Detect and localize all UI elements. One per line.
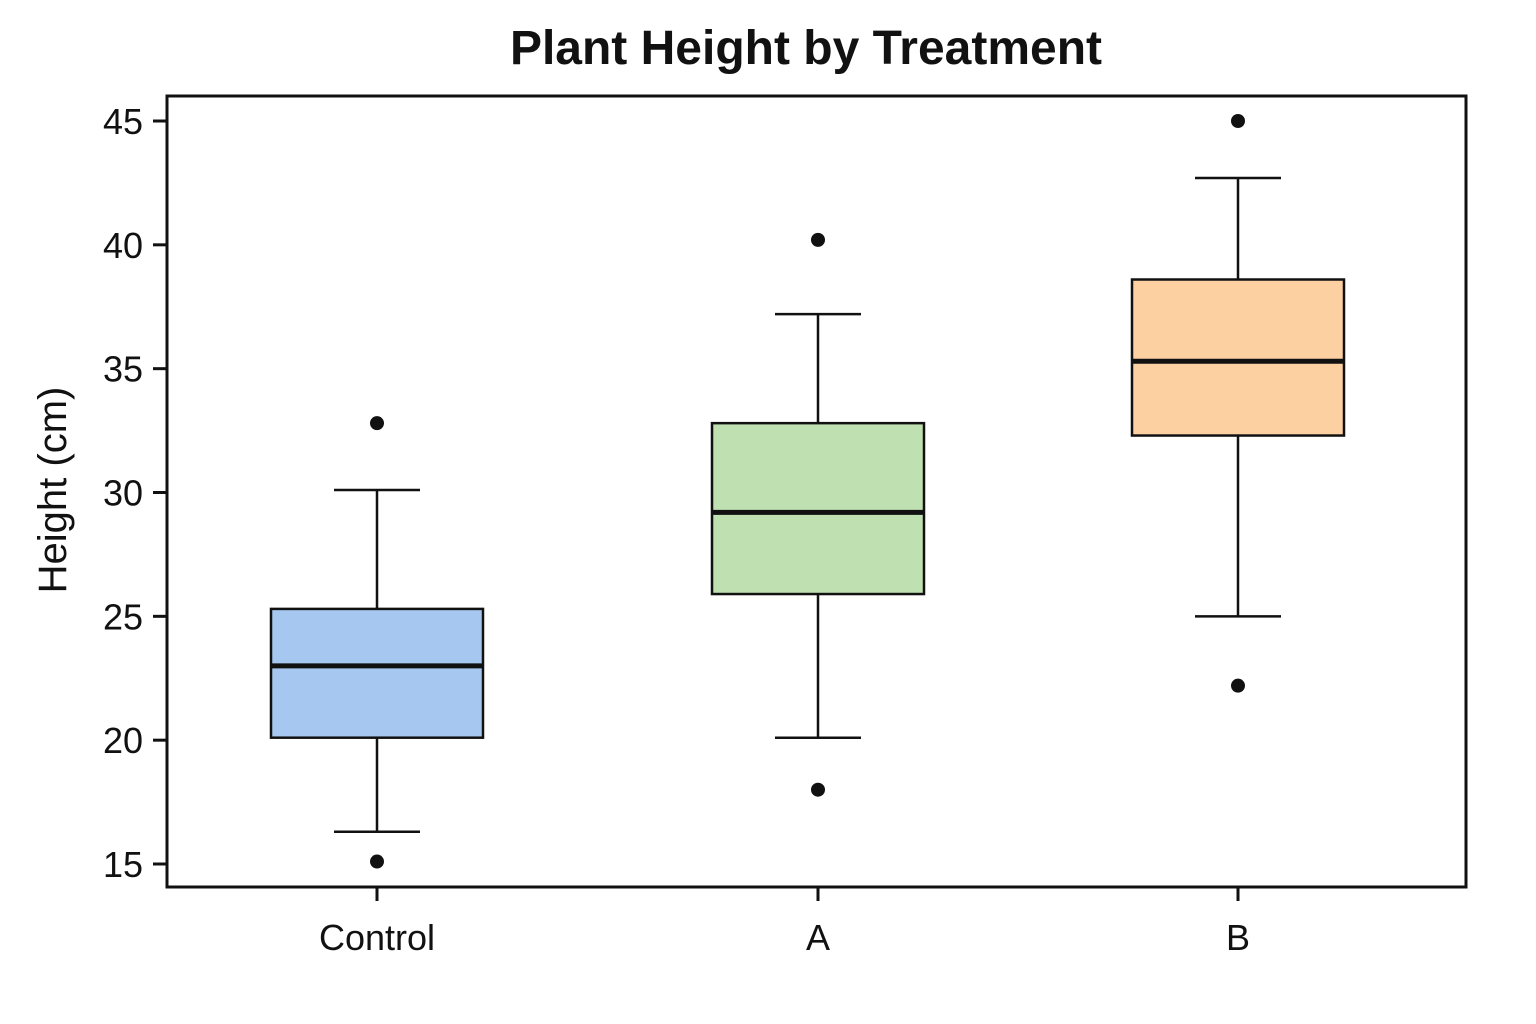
y-tick-label: 25 bbox=[103, 596, 143, 637]
x-axis: Control A B bbox=[319, 887, 1250, 958]
outlier-point bbox=[811, 782, 825, 797]
box-group-control bbox=[269, 416, 485, 869]
y-tick-label: 45 bbox=[103, 101, 143, 142]
y-tick-label: 35 bbox=[103, 349, 143, 390]
outlier-point bbox=[811, 232, 825, 247]
outlier-point bbox=[1231, 678, 1245, 693]
y-tick-label: 40 bbox=[103, 225, 143, 266]
box-group-a bbox=[710, 232, 926, 797]
y-axis-label: Height (cm) bbox=[31, 387, 75, 594]
iqr-box bbox=[710, 421, 926, 596]
iqr-box bbox=[1130, 278, 1346, 437]
outlier-point bbox=[1231, 114, 1245, 128]
x-tick-label: B bbox=[1226, 917, 1250, 958]
y-tick-label: 20 bbox=[103, 720, 143, 761]
x-tick-label: A bbox=[806, 917, 830, 958]
outlier-point bbox=[370, 854, 384, 869]
x-tick-label: Control bbox=[319, 917, 435, 958]
chart-title: Plant Height by Treatment bbox=[510, 22, 1102, 75]
outlier-point bbox=[370, 416, 384, 431]
boxes-layer bbox=[269, 114, 1346, 869]
y-axis: 15 20 25 30 35 40 45 bbox=[103, 101, 167, 885]
box-group-b bbox=[1130, 114, 1346, 693]
y-tick-label: 30 bbox=[103, 473, 143, 514]
y-tick-label: 15 bbox=[103, 844, 143, 885]
iqr-box bbox=[269, 607, 485, 739]
